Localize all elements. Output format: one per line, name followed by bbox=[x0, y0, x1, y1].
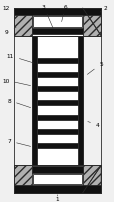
Text: 11: 11 bbox=[7, 54, 34, 64]
Bar bbox=[14, 9, 32, 36]
Bar bbox=[37, 87, 77, 92]
Bar bbox=[32, 36, 82, 165]
Text: 4: 4 bbox=[87, 122, 99, 128]
Bar bbox=[14, 165, 100, 193]
Bar bbox=[37, 59, 77, 64]
Bar bbox=[37, 73, 77, 78]
Bar bbox=[14, 185, 100, 193]
Bar bbox=[37, 143, 77, 148]
Bar bbox=[14, 9, 100, 16]
Bar bbox=[32, 29, 82, 35]
Text: 7: 7 bbox=[7, 139, 30, 147]
Text: 5: 5 bbox=[87, 62, 102, 75]
Text: 12: 12 bbox=[2, 6, 15, 13]
Polygon shape bbox=[82, 9, 100, 36]
Bar bbox=[32, 36, 82, 165]
Text: 2: 2 bbox=[99, 6, 107, 13]
Bar bbox=[32, 36, 37, 165]
Bar bbox=[32, 166, 82, 173]
Text: 3: 3 bbox=[41, 5, 53, 29]
Bar bbox=[33, 17, 81, 28]
Bar bbox=[14, 9, 100, 36]
Polygon shape bbox=[82, 9, 100, 36]
Bar bbox=[37, 115, 77, 120]
Bar bbox=[14, 165, 100, 193]
Text: 6: 6 bbox=[61, 5, 67, 23]
Bar bbox=[33, 174, 81, 184]
Polygon shape bbox=[82, 165, 100, 193]
Text: 1: 1 bbox=[55, 195, 59, 201]
Polygon shape bbox=[82, 165, 100, 193]
Bar bbox=[37, 101, 77, 106]
Text: 10: 10 bbox=[2, 78, 30, 86]
Bar bbox=[32, 9, 82, 36]
Bar bbox=[77, 36, 82, 165]
Text: 8: 8 bbox=[7, 98, 30, 108]
Text: 9: 9 bbox=[5, 28, 16, 35]
Bar bbox=[37, 129, 77, 134]
Bar bbox=[32, 165, 82, 193]
